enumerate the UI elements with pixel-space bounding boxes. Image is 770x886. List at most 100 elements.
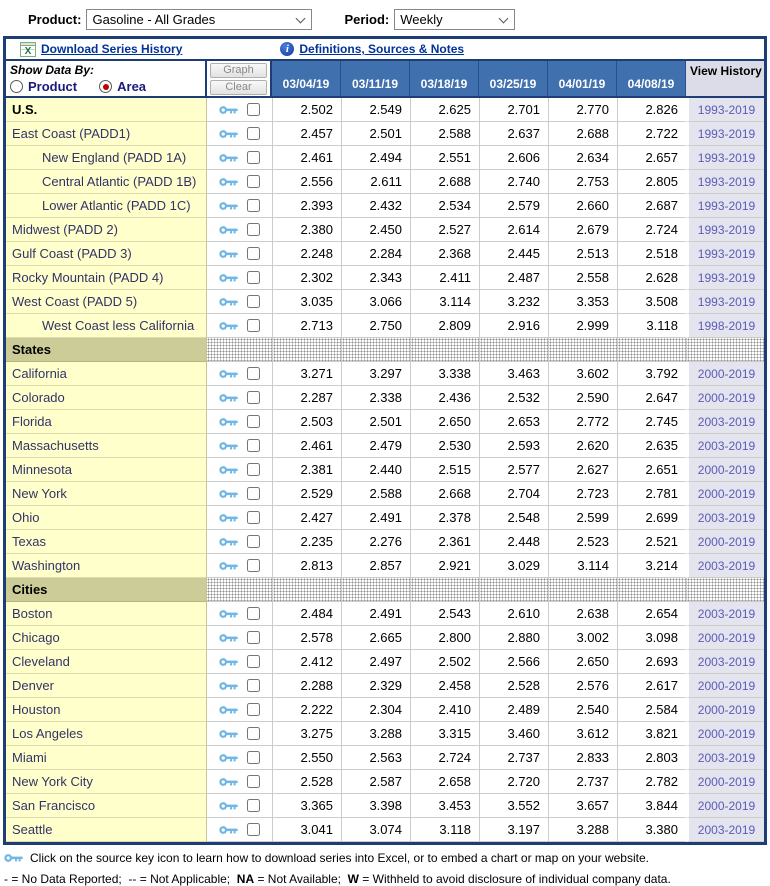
row-checkbox[interactable] bbox=[247, 655, 260, 668]
view-history-link[interactable]: 2000-2019 bbox=[697, 798, 756, 813]
view-history-link[interactable]: 2003-2019 bbox=[697, 438, 756, 453]
source-key-icon[interactable] bbox=[219, 392, 238, 404]
row-checkbox[interactable] bbox=[247, 487, 260, 500]
row-checkbox[interactable] bbox=[247, 631, 260, 644]
row-checkbox[interactable] bbox=[247, 727, 260, 740]
row-checkbox[interactable] bbox=[247, 751, 260, 764]
source-key-icon[interactable] bbox=[219, 824, 238, 836]
view-history-link[interactable]: 2003-2019 bbox=[697, 654, 756, 669]
row-checkbox[interactable] bbox=[247, 319, 260, 332]
radio-area-circle[interactable] bbox=[99, 80, 113, 93]
row-checkbox[interactable] bbox=[247, 463, 260, 476]
row-checkbox[interactable] bbox=[247, 799, 260, 812]
source-key-icon[interactable] bbox=[219, 248, 238, 260]
source-key-icon[interactable] bbox=[219, 680, 238, 692]
view-history-cell: 2003-2019 bbox=[686, 650, 764, 674]
price-cell: 2.576 bbox=[548, 674, 617, 698]
row-checkbox[interactable] bbox=[247, 391, 260, 404]
view-history-link[interactable]: 2003-2019 bbox=[697, 822, 756, 837]
view-history-link[interactable]: 2000-2019 bbox=[697, 702, 756, 717]
source-key-icon[interactable] bbox=[219, 368, 238, 380]
view-history-link[interactable]: 2000-2019 bbox=[697, 630, 756, 645]
source-key-icon[interactable] bbox=[219, 752, 238, 764]
source-key-icon[interactable] bbox=[219, 152, 238, 164]
radio-product-circle[interactable] bbox=[10, 80, 23, 93]
download-series-history-link[interactable]: Download Series History bbox=[41, 42, 183, 56]
view-history-link[interactable]: 2000-2019 bbox=[697, 774, 756, 789]
view-history-link[interactable]: 1993-2019 bbox=[697, 270, 756, 285]
radio-area[interactable]: Area bbox=[99, 79, 146, 94]
view-history-link[interactable]: 1993-2019 bbox=[697, 246, 756, 261]
row-checkbox[interactable] bbox=[247, 823, 260, 836]
source-key-icon[interactable] bbox=[219, 488, 238, 500]
view-history-link[interactable]: 1993-2019 bbox=[697, 150, 756, 165]
row-checkbox[interactable] bbox=[247, 175, 260, 188]
row-checkbox[interactable] bbox=[247, 775, 260, 788]
source-key-icon[interactable] bbox=[219, 104, 238, 116]
view-history-link[interactable]: 2000-2019 bbox=[697, 390, 756, 405]
source-key-icon[interactable] bbox=[219, 320, 238, 332]
source-key-icon[interactable] bbox=[219, 800, 238, 812]
source-key-icon[interactable] bbox=[219, 512, 238, 524]
view-history-link[interactable]: 1993-2019 bbox=[697, 222, 756, 237]
row-checkbox[interactable] bbox=[247, 271, 260, 284]
view-history-link[interactable]: 1993-2019 bbox=[697, 174, 756, 189]
view-history-link[interactable]: 2003-2019 bbox=[697, 606, 756, 621]
source-key-icon[interactable] bbox=[219, 560, 238, 572]
row-checkbox[interactable] bbox=[247, 295, 260, 308]
row-checkbox[interactable] bbox=[247, 103, 260, 116]
source-key-icon[interactable] bbox=[219, 200, 238, 212]
source-key-icon[interactable] bbox=[219, 440, 238, 452]
row-checkbox[interactable] bbox=[247, 439, 260, 452]
source-key-icon[interactable] bbox=[219, 224, 238, 236]
source-key-icon[interactable] bbox=[219, 608, 238, 620]
view-history-link[interactable]: 1993-2019 bbox=[697, 198, 756, 213]
radio-product[interactable]: Product bbox=[10, 79, 77, 94]
view-history-link[interactable]: 2003-2019 bbox=[697, 750, 756, 765]
source-key-icon[interactable] bbox=[219, 296, 238, 308]
row-checkbox[interactable] bbox=[247, 199, 260, 212]
row-checkbox[interactable] bbox=[247, 607, 260, 620]
row-checkbox[interactable] bbox=[247, 127, 260, 140]
source-key-icon[interactable] bbox=[219, 416, 238, 428]
source-key-icon[interactable] bbox=[219, 176, 238, 188]
clear-button[interactable]: Clear bbox=[210, 79, 267, 95]
source-key-icon[interactable] bbox=[219, 536, 238, 548]
date-column-header: 04/01/19 bbox=[548, 61, 617, 96]
period-select[interactable]: Weekly bbox=[394, 9, 516, 30]
source-key-icon[interactable] bbox=[219, 656, 238, 668]
view-history-link[interactable]: 2000-2019 bbox=[697, 678, 756, 693]
view-history-link[interactable]: 1998-2019 bbox=[697, 318, 756, 333]
view-history-link[interactable]: 2000-2019 bbox=[697, 534, 756, 549]
view-history-link[interactable]: 2000-2019 bbox=[697, 366, 756, 381]
definitions-sources-notes-link[interactable]: Definitions, Sources & Notes bbox=[299, 42, 465, 56]
graph-button[interactable]: Graph bbox=[210, 62, 267, 78]
source-key-icon[interactable] bbox=[219, 776, 238, 788]
row-checkbox[interactable] bbox=[247, 151, 260, 164]
row-checkbox[interactable] bbox=[247, 415, 260, 428]
view-history-link[interactable]: 2003-2019 bbox=[697, 414, 756, 429]
row-checkbox[interactable] bbox=[247, 703, 260, 716]
view-history-link[interactable]: 1993-2019 bbox=[697, 102, 756, 117]
row-checkbox[interactable] bbox=[247, 535, 260, 548]
product-select[interactable]: Gasoline - All Grades bbox=[86, 9, 313, 30]
source-key-icon[interactable] bbox=[219, 704, 238, 716]
view-history-link[interactable]: 2000-2019 bbox=[697, 486, 756, 501]
source-key-icon[interactable] bbox=[219, 128, 238, 140]
row-checkbox[interactable] bbox=[247, 247, 260, 260]
source-key-icon[interactable] bbox=[219, 632, 238, 644]
view-history-link[interactable]: 1993-2019 bbox=[697, 294, 756, 309]
row-checkbox[interactable] bbox=[247, 559, 260, 572]
row-checkbox[interactable] bbox=[247, 223, 260, 236]
view-history-link[interactable]: 2000-2019 bbox=[697, 726, 756, 741]
row-checkbox[interactable] bbox=[247, 367, 260, 380]
row-checkbox[interactable] bbox=[247, 511, 260, 524]
view-history-link[interactable]: 2000-2019 bbox=[697, 462, 756, 477]
row-checkbox[interactable] bbox=[247, 679, 260, 692]
source-key-icon[interactable] bbox=[219, 728, 238, 740]
view-history-link[interactable]: 1993-2019 bbox=[697, 126, 756, 141]
source-key-icon[interactable] bbox=[219, 464, 238, 476]
view-history-link[interactable]: 2003-2019 bbox=[697, 558, 756, 573]
view-history-link[interactable]: 2003-2019 bbox=[697, 510, 756, 525]
source-key-icon[interactable] bbox=[219, 272, 238, 284]
